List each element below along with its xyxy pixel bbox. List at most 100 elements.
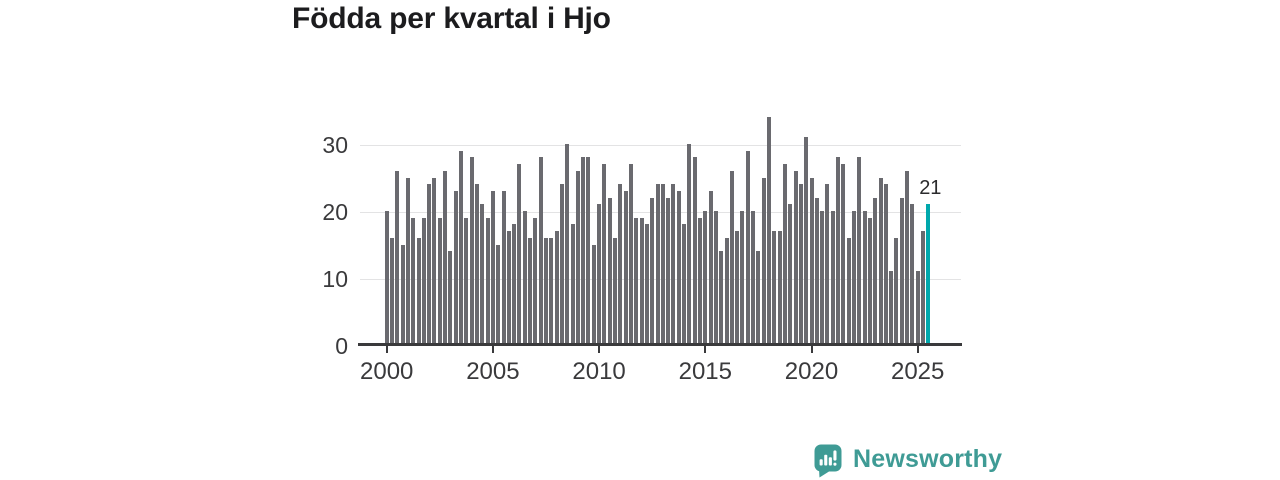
bar <box>772 231 777 345</box>
bar <box>565 144 570 345</box>
bar <box>384 211 389 345</box>
bar <box>697 217 702 345</box>
bar <box>873 197 878 345</box>
bar <box>570 224 575 345</box>
plot-area: 0 10 20 30 2000 2005 2010 2015 2020 2025 21 <box>322 100 962 385</box>
bar <box>597 204 602 345</box>
y-axis-label: 10 <box>322 265 348 292</box>
bar <box>639 217 644 345</box>
bar <box>421 217 426 345</box>
x-axis-tick <box>385 346 388 353</box>
bar <box>644 224 649 345</box>
bar <box>395 170 400 345</box>
bar <box>767 117 772 345</box>
bar <box>496 244 501 345</box>
bar <box>517 164 522 345</box>
bar <box>490 190 495 345</box>
x-axis-tick <box>916 346 919 353</box>
last-value-label: 21 <box>919 176 942 199</box>
bar <box>735 231 740 345</box>
bar <box>820 211 825 345</box>
bar <box>628 164 633 345</box>
bar <box>682 224 687 345</box>
bar <box>798 184 803 345</box>
bar <box>910 204 915 345</box>
bar <box>613 237 618 345</box>
bar <box>883 184 888 345</box>
bar <box>666 197 671 345</box>
bar <box>559 184 564 345</box>
bar <box>411 217 416 345</box>
bar <box>400 244 405 345</box>
bar <box>814 197 819 345</box>
bar <box>554 231 559 345</box>
bar <box>761 177 766 345</box>
bar <box>804 137 809 345</box>
bar <box>894 237 899 345</box>
bar <box>756 251 761 345</box>
x-axis-tick <box>810 346 813 353</box>
bar <box>777 231 782 345</box>
bar <box>522 211 527 345</box>
x-axis-label: 2025 <box>890 358 945 385</box>
bar <box>719 251 724 345</box>
bar <box>703 211 708 345</box>
bar <box>586 157 591 345</box>
highlighted-bar <box>926 204 931 345</box>
bar <box>830 211 835 345</box>
bar <box>740 211 745 345</box>
bar <box>618 184 623 345</box>
x-axis-tick <box>598 346 601 353</box>
x-axis-label: 2010 <box>572 358 626 385</box>
bar <box>782 164 787 345</box>
bar <box>867 217 872 345</box>
bar <box>432 177 437 345</box>
bar <box>650 197 655 345</box>
x-axis-label: 2005 <box>466 358 520 385</box>
bar <box>915 271 920 345</box>
y-axis-label: 30 <box>322 131 348 158</box>
x-axis-label: 2015 <box>678 358 732 385</box>
bar-chart-speech-bubble-icon <box>814 444 843 478</box>
x-axis-label: 2000 <box>360 358 414 385</box>
bar <box>889 271 894 345</box>
x-axis-tick <box>491 346 494 353</box>
bar <box>899 197 904 345</box>
chart-title: Födda per kvartal i Hjo <box>292 2 611 35</box>
bar <box>857 157 862 345</box>
bar <box>905 170 910 345</box>
bar <box>474 184 479 345</box>
bar <box>544 237 548 345</box>
bar <box>634 217 639 345</box>
bar <box>655 184 660 345</box>
bar <box>809 177 814 345</box>
bar <box>405 177 410 345</box>
bar <box>390 237 394 345</box>
bar <box>427 184 432 345</box>
bar <box>921 231 925 345</box>
bar <box>851 211 856 345</box>
bar <box>459 150 464 345</box>
bar <box>788 204 793 345</box>
bar <box>751 211 756 345</box>
newsworthy-logo[interactable]: Newsworthy <box>814 444 1002 478</box>
bar <box>623 190 628 345</box>
gridline <box>360 211 961 213</box>
bar <box>528 237 533 345</box>
x-axis-label: 2020 <box>784 358 839 385</box>
bar <box>660 184 665 345</box>
y-axis-label: 0 <box>335 332 348 359</box>
bar <box>538 157 543 345</box>
bar <box>591 244 596 345</box>
bar <box>485 217 490 345</box>
bar <box>607 197 612 345</box>
bar <box>464 217 469 345</box>
bar <box>836 157 841 345</box>
bar <box>469 157 474 345</box>
bar <box>453 190 458 345</box>
y-axis-label: 20 <box>322 198 348 225</box>
bar <box>575 170 580 345</box>
bar <box>602 164 607 345</box>
bar <box>793 170 798 345</box>
